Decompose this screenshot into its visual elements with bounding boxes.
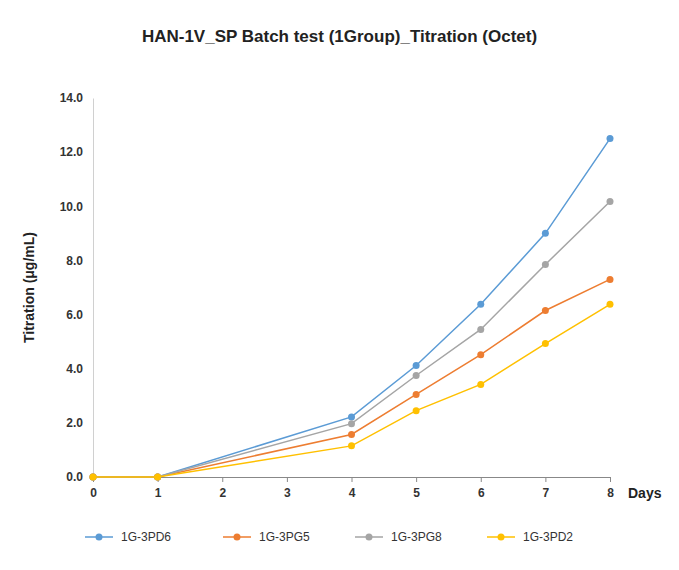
series-point bbox=[607, 276, 614, 283]
y-tick-label: 2.0 bbox=[66, 416, 83, 430]
series-point bbox=[413, 391, 420, 398]
series-point bbox=[348, 420, 355, 427]
x-tick-mark bbox=[416, 477, 417, 482]
y-tick-label: 10.0 bbox=[60, 200, 84, 214]
legend-label: 1G-3PD6 bbox=[121, 530, 171, 544]
x-tick: 4 bbox=[349, 477, 356, 500]
legend: 1G-3PD6 1G-3PG5 1G-3PG8 1G-3PD2 bbox=[85, 530, 573, 544]
x-tick-mark bbox=[287, 477, 288, 482]
series-point bbox=[154, 474, 161, 481]
legend-marker bbox=[498, 534, 505, 541]
series-point bbox=[90, 474, 97, 481]
series-point bbox=[542, 230, 549, 237]
legend-item: 1G-3PD6 bbox=[85, 530, 171, 544]
y-axis: 0.0 2.0 4.0 6.0 8.0 10.0 12.0 14.0 bbox=[60, 91, 94, 484]
legend-label: 1G-3PG5 bbox=[259, 530, 310, 544]
series-point bbox=[477, 326, 484, 333]
y-tick-label: 6.0 bbox=[66, 308, 83, 322]
y-tick: 2.0 bbox=[66, 416, 93, 430]
y-tick-label: 4.0 bbox=[66, 362, 83, 376]
legend-item: 1G-3PD2 bbox=[487, 530, 573, 544]
series-point bbox=[477, 301, 484, 308]
y-tick: 12.0 bbox=[60, 145, 93, 159]
x-tick-mark bbox=[222, 477, 223, 482]
series-point bbox=[90, 474, 97, 481]
plot: 0 1 2 3 4 5 6 7 8 0.0 2.0 4.0 6.0 8.0 10.0 12.0 14.0 bbox=[60, 91, 615, 499]
series-point bbox=[348, 413, 355, 420]
x-tick: 5 bbox=[413, 477, 420, 500]
series-point bbox=[607, 198, 614, 205]
x-tick-label: 3 bbox=[284, 486, 291, 500]
x-tick: 6 bbox=[478, 477, 485, 500]
x-axis-title: Days bbox=[628, 485, 662, 501]
series-point bbox=[154, 474, 161, 481]
x-tick-mark bbox=[545, 477, 546, 482]
series-point bbox=[607, 135, 614, 142]
x-tick-label: 0 bbox=[90, 486, 97, 500]
series-point bbox=[413, 362, 420, 369]
series-point bbox=[154, 474, 161, 481]
legend-marker bbox=[234, 534, 241, 541]
marks bbox=[90, 135, 614, 480]
y-tick: 10.0 bbox=[60, 200, 93, 214]
legend-marker bbox=[366, 534, 373, 541]
series-point bbox=[542, 261, 549, 268]
series-line bbox=[93, 201, 610, 477]
x-tick: 3 bbox=[284, 477, 291, 500]
x-tick: 7 bbox=[543, 477, 550, 500]
x-tick-mark bbox=[481, 477, 482, 482]
y-tick-label: 14.0 bbox=[60, 91, 84, 105]
x-axis: 0 1 2 3 4 5 6 7 8 bbox=[90, 477, 614, 500]
x-tick-label: 7 bbox=[543, 486, 550, 500]
series-point bbox=[90, 474, 97, 481]
y-axis-line bbox=[93, 99, 94, 478]
series-line bbox=[93, 304, 610, 477]
x-tick-label: 1 bbox=[155, 486, 162, 500]
x-tick: 8 bbox=[607, 477, 614, 500]
chart: HAN-1V_SP Batch test (1Group)_Titration … bbox=[0, 0, 679, 570]
x-tick-label: 4 bbox=[349, 486, 356, 500]
x-tick-label: 5 bbox=[413, 486, 420, 500]
x-axis-line bbox=[94, 478, 611, 483]
series-line bbox=[93, 139, 610, 477]
series-point bbox=[477, 351, 484, 358]
series-point bbox=[477, 381, 484, 388]
y-tick-label: 8.0 bbox=[66, 254, 83, 268]
legend-label: 1G-3PG8 bbox=[391, 530, 442, 544]
legend-item: 1G-3PG5 bbox=[223, 530, 310, 544]
x-tick-label: 2 bbox=[219, 486, 226, 500]
series-point bbox=[154, 474, 161, 481]
y-axis-title: Titration (μg/mL) bbox=[21, 232, 37, 343]
x-tick-mark bbox=[352, 477, 353, 482]
y-tick: 4.0 bbox=[66, 362, 93, 376]
series-point bbox=[90, 474, 97, 481]
x-tick: 2 bbox=[219, 477, 226, 500]
y-tick: 14.0 bbox=[60, 91, 93, 105]
y-tick: 6.0 bbox=[66, 308, 93, 322]
y-tick-label: 12.0 bbox=[60, 145, 84, 159]
y-tick: 0.0 bbox=[66, 470, 93, 484]
series-point bbox=[542, 307, 549, 314]
legend-marker bbox=[96, 534, 103, 541]
x-tick-label: 6 bbox=[478, 486, 485, 500]
series-point bbox=[413, 407, 420, 414]
series-point bbox=[542, 340, 549, 347]
y-tick: 8.0 bbox=[66, 254, 93, 268]
series-point bbox=[348, 442, 355, 449]
title: HAN-1V_SP Batch test (1Group)_Titration … bbox=[142, 27, 537, 46]
series-point bbox=[348, 431, 355, 438]
legend-item: 1G-3PG8 bbox=[355, 530, 442, 544]
x-tick-label: 8 bbox=[607, 486, 614, 500]
series-line bbox=[93, 279, 610, 477]
series-point bbox=[413, 372, 420, 379]
legend-label: 1G-3PD2 bbox=[523, 530, 573, 544]
x-tick-mark bbox=[610, 477, 611, 482]
y-tick-label: 0.0 bbox=[66, 470, 83, 484]
series-point bbox=[607, 301, 614, 308]
